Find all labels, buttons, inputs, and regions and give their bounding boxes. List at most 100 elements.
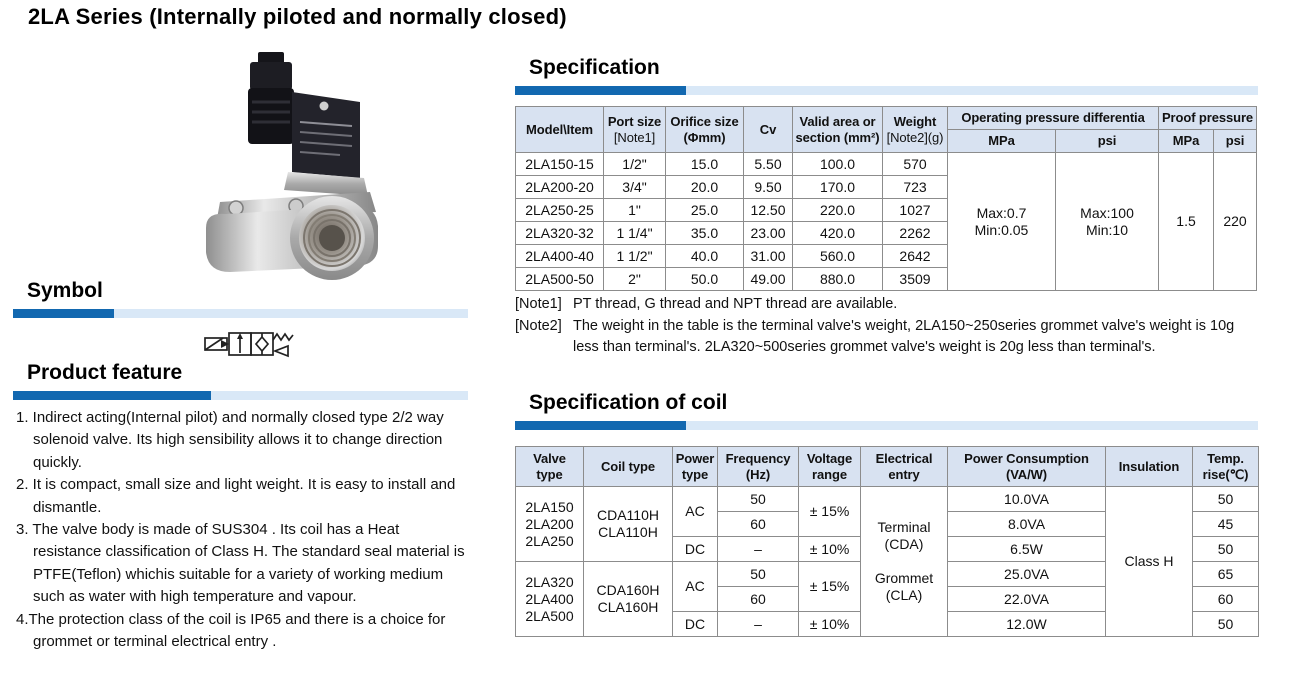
product-feature-section-header: Product feature — [13, 360, 468, 400]
table-cell: AC — [672, 486, 718, 537]
table-cell: 1 1/2" — [603, 244, 666, 268]
table-cell: 1 1/4" — [603, 221, 666, 245]
symbol-heading: Symbol — [27, 279, 103, 302]
feature-item: 3. The valve body is made of SUS304 . It… — [16, 521, 465, 606]
page-title: 2LA Series (Internally piloted and norma… — [28, 4, 567, 29]
header-cell: Cv — [743, 106, 793, 153]
table-cell: 723 — [882, 175, 948, 199]
note-1: [Note1] PT thread, G thread and NPT thre… — [515, 294, 1252, 316]
header-cell: Weight [Note2](g) — [882, 106, 948, 153]
header-cell: Proof pressure — [1158, 106, 1258, 130]
table-cell: 8.0VA — [947, 511, 1106, 537]
heading-underline-bar — [515, 421, 1258, 430]
product-feature-heading: Product feature — [27, 361, 183, 384]
table-cell: 23.00 — [743, 221, 793, 245]
table-cell: 25.0 — [665, 198, 744, 222]
table-cell: 31.00 — [743, 244, 793, 268]
table-cell: 50.0 — [665, 267, 744, 291]
feature-item: 1. Indirect acting(Internal pilot) and n… — [16, 409, 444, 471]
table-row: DC – ± 10% 12.0W 50 — [516, 611, 1259, 637]
product-feature-list: 1. Indirect acting(Internal pilot) and n… — [16, 407, 468, 653]
symbol-section-header: Symbol — [13, 278, 468, 318]
table-cell: 20.0 — [665, 175, 744, 199]
table-cell: 2LA400-40 — [515, 244, 604, 268]
table-row: 2LA320-32 1 1/4" 35.0 23.00 420.0 2262 — [515, 221, 1257, 245]
product-photo — [192, 50, 398, 287]
header-cell: Valid area or section (mm²) — [792, 106, 883, 153]
table-row: 2LA320 2LA400 2LA500 CDA160H CLA160H AC 50 ± 15… — [515, 561, 1259, 637]
table-cell: 3509 — [882, 267, 948, 291]
table-cell: 60 — [717, 586, 799, 612]
table-cell: 1/2" — [603, 152, 666, 176]
table-cell: 35.0 — [665, 221, 744, 245]
coil-specification-table: Valve type Coil type Power type Frequency (Hz)… — [515, 446, 1259, 637]
table-cell: 50 — [717, 486, 799, 512]
table-cell: DC — [672, 536, 718, 562]
table-cell: Class H — [1105, 486, 1193, 637]
header-cell: Model\Item — [515, 106, 604, 153]
note-label: [Note2] — [515, 317, 562, 334]
header-cell: MPa — [947, 129, 1056, 153]
table-cell: 50 — [1192, 611, 1259, 637]
coil-specification-heading: Specification of coil — [529, 391, 728, 414]
header-cell: Temp. rise(℃) — [1192, 446, 1259, 487]
table-row: 2LA250-25 1" 25.0 12.50 220.0 1027 — [515, 198, 1257, 222]
table-cell: 2LA150-15 — [515, 152, 604, 176]
solenoid-valve-photo-icon — [206, 52, 378, 280]
feature-item: 2. It is compact, small size and light w… — [16, 476, 456, 516]
header-cell: Power type — [672, 446, 718, 487]
table-cell: ± 10% — [798, 611, 861, 637]
table-row: 2LA200-20 3/4" 20.0 9.50 170.0 723 — [515, 175, 1257, 199]
table-cell: DC — [672, 611, 718, 637]
table-cell: 420.0 — [792, 221, 883, 245]
heading-underline-bar — [13, 309, 468, 318]
table-row: 60 22.0VA 60 — [516, 586, 1259, 612]
header-cell: Insulation — [1105, 446, 1193, 487]
table-cell: 6.5W — [947, 536, 1106, 562]
table-cell: 170.0 — [792, 175, 883, 199]
table-cell: 5.50 — [743, 152, 793, 176]
table-cell: – — [717, 611, 799, 637]
table-cell: 50 — [717, 561, 799, 587]
feature-item: 4.The protection class of the coil is IP… — [16, 610, 446, 651]
table-cell: 2LA320 2LA400 2LA500 — [515, 561, 584, 637]
notes: [Note1] PT thread, G thread and NPT thre… — [515, 294, 1252, 359]
note-label: [Note1] — [515, 296, 562, 312]
table-cell: 2LA200-20 — [515, 175, 604, 199]
table-cell: ± 15% — [798, 561, 861, 612]
table-cell: 50 — [1192, 536, 1259, 562]
table-cell: 2LA250-25 — [515, 198, 604, 222]
table-cell: 40.0 — [665, 244, 744, 268]
table-cell: 1.5 — [1158, 152, 1215, 291]
header-cell: psi — [1213, 129, 1258, 153]
table-cell: AC — [672, 561, 718, 612]
table-cell: 50 — [1192, 486, 1259, 512]
table-cell: Max:100 Min:10 — [1054, 152, 1160, 291]
header-row: Valve type Coil type Power type Frequency (Hz)… — [515, 446, 1259, 487]
note-text: PT thread, G thread and NPT thread are a… — [573, 296, 898, 312]
header-cell: Electrical entry — [860, 446, 948, 487]
table-cell: – — [717, 536, 799, 562]
table-cell: 49.00 — [743, 267, 793, 291]
table-cell: 9.50 — [743, 175, 793, 199]
table-cell: Max:0.7 Min:0.05 — [947, 152, 1056, 291]
table-cell: 880.0 — [792, 267, 883, 291]
heading-underline-bar — [515, 86, 1258, 95]
table-cell: 1027 — [882, 198, 948, 222]
table-row: 2LA500-50 2" 50.0 49.00 880.0 3509 — [515, 267, 1257, 291]
note-text: The weight in the table is the terminal … — [573, 317, 1235, 356]
table-cell: 45 — [1192, 511, 1259, 537]
header-cell: Port size [Note1] — [603, 106, 666, 153]
table-cell: 2642 — [882, 244, 948, 268]
heading-underline-bar — [13, 391, 468, 400]
specification-section-header: Specification — [515, 55, 1258, 95]
table-cell: ± 15% — [798, 486, 861, 537]
header-cell: Voltage range — [798, 446, 861, 487]
specification-heading: Specification — [529, 56, 660, 79]
table-cell: 2LA150 2LA200 2LA250 — [515, 486, 584, 562]
table-row: DC – ± 10% 6.5W 50 — [516, 536, 1259, 562]
header-row: Model\Item Port size [Note1] Orifice size (Φ… — [515, 106, 1258, 153]
table-cell: 560.0 — [792, 244, 883, 268]
header-cell: Frequency (Hz) — [717, 446, 799, 487]
